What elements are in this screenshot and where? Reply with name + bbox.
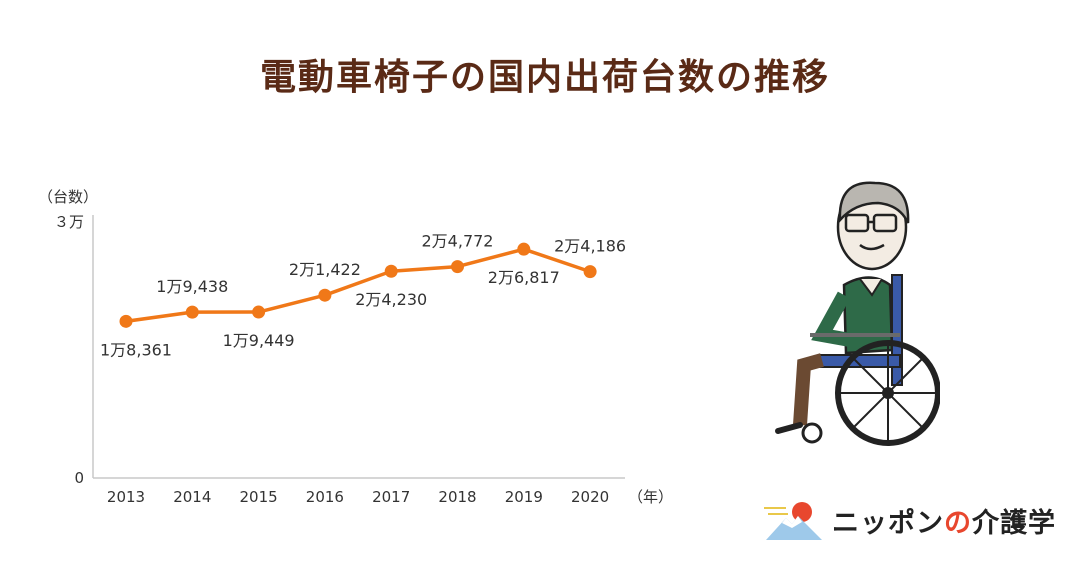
x-tick-label: 2019 [505,488,543,506]
line-chart: （台数） （年） 0 ３万 2013 2014 2015 2016 2017 2018 201… [38,188,673,506]
data-label: 2万4,772 [422,232,494,251]
data-label: 1万8,361 [100,340,172,359]
chart-title: 電動車椅子の国内出荷台数の推移 [259,57,830,98]
y-tick-label: ３万 [54,213,84,231]
x-tick-label: 2018 [438,488,476,506]
data-point [451,260,464,274]
x-tick-label: 2017 [372,488,410,506]
mount-fuji-sun-icon [764,502,822,540]
data-label: 2万1,422 [289,260,361,279]
brand-logo: ニッポンの介護学 [762,496,1072,544]
data-point [252,305,266,319]
data-label: 2万4,230 [355,290,427,309]
data-point [318,288,332,302]
data-point [517,242,531,256]
x-tick-label: 2015 [240,488,278,506]
data-label: 1万9,449 [223,331,295,350]
data-point [384,264,398,278]
series-line [125,247,591,324]
elderly-man-wheelchair-icon [775,181,940,446]
y-tick-label: 0 [74,469,84,487]
x-tick-label: 2020 [571,488,609,506]
x-tick-label: 2016 [306,488,344,506]
data-point [119,314,133,328]
data-label: 2万4,186 [554,237,626,256]
data-point [185,305,199,319]
data-label: 2万6,817 [488,268,560,287]
x-tick-label: 2014 [173,488,211,506]
data-point [583,265,597,279]
y-axis-label: （台数） [38,188,98,206]
logo-text: ニッポンの介護学 [832,507,1056,539]
data-label: 1万9,438 [156,277,228,296]
x-axis-label: （年） [628,488,673,506]
x-tick-label: 2013 [107,488,145,506]
